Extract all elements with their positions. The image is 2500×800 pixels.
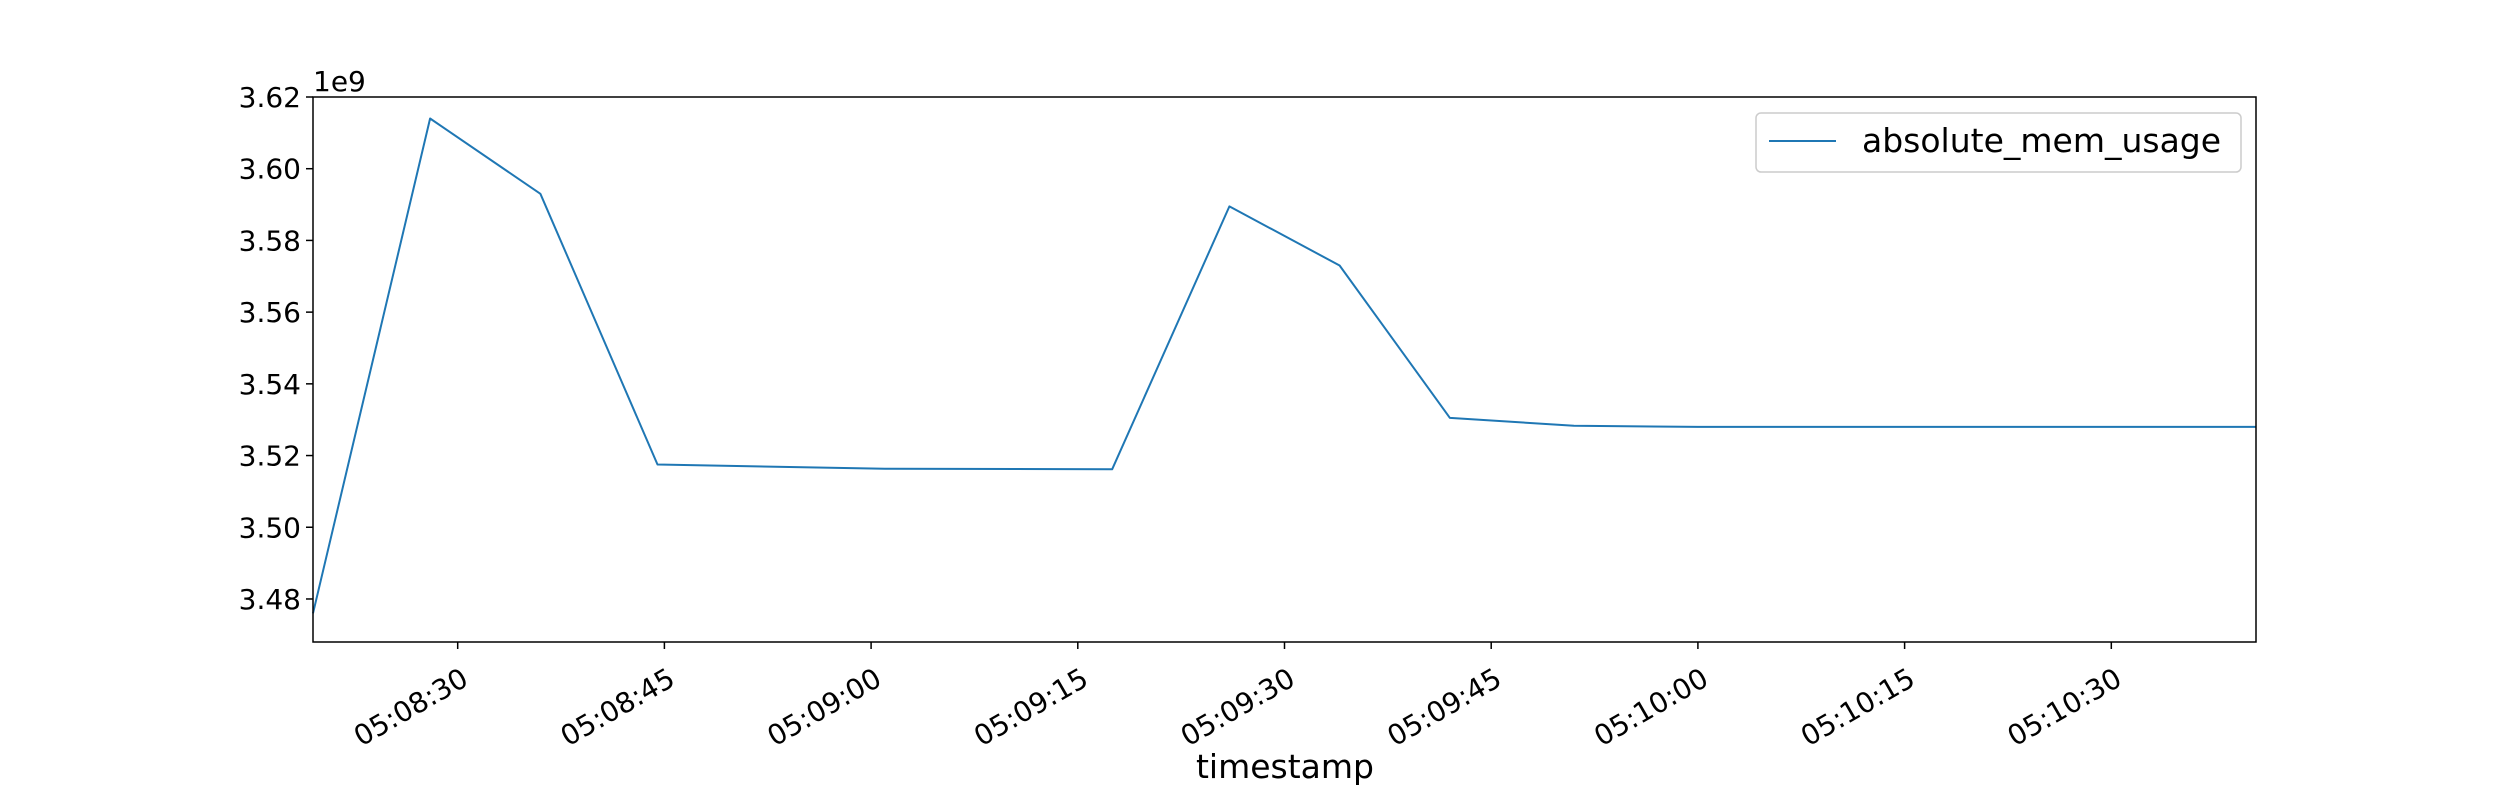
x-tick-label: 05:10:00 <box>1588 661 1713 752</box>
x-tick-label: 05:09:15 <box>968 661 1093 752</box>
y-tick-label: 3.60 <box>239 153 301 186</box>
legend-label: absolute_mem_usage <box>1862 121 2221 160</box>
x-tick-label: 05:10:15 <box>1795 661 1920 752</box>
plot-frame <box>312 96 2257 643</box>
x-tick-label: 05:09:00 <box>762 661 887 752</box>
y-tick-label: 3.54 <box>239 368 301 401</box>
y-tick-label: 3.48 <box>239 583 301 616</box>
x-tick-label: 05:09:30 <box>1175 661 1300 752</box>
series-layer <box>312 117 2256 614</box>
y-tick-label: 3.50 <box>239 511 301 544</box>
x-tick-label: 05:09:45 <box>1382 661 1507 752</box>
plot-background <box>313 97 2256 642</box>
y-offset-label: 1e9 <box>313 65 366 98</box>
legend: absolute_mem_usage <box>1755 112 2242 173</box>
y-axis-ticks: 3.48 3.50 3.52 3.54 3.56 3.58 3.60 3.62 <box>239 81 313 616</box>
legend-box <box>1755 112 2242 173</box>
y-tick-label: 3.52 <box>239 440 301 473</box>
y-tick-label: 3.58 <box>239 224 301 257</box>
x-tick-label: 05:08:30 <box>348 661 473 752</box>
x-tick-label: 05:10:30 <box>2002 661 2127 752</box>
x-axis-label: timestamp <box>1196 747 1374 786</box>
x-tick-label: 05:08:45 <box>555 661 680 752</box>
series-line-absolute-mem-usage <box>312 117 2256 614</box>
y-tick-label: 3.56 <box>239 296 301 329</box>
y-tick-label: 3.62 <box>239 81 301 114</box>
x-axis-ticks: 05:08:30 05:08:45 05:09:00 05:09:15 05:09:30… <box>348 642 2127 753</box>
